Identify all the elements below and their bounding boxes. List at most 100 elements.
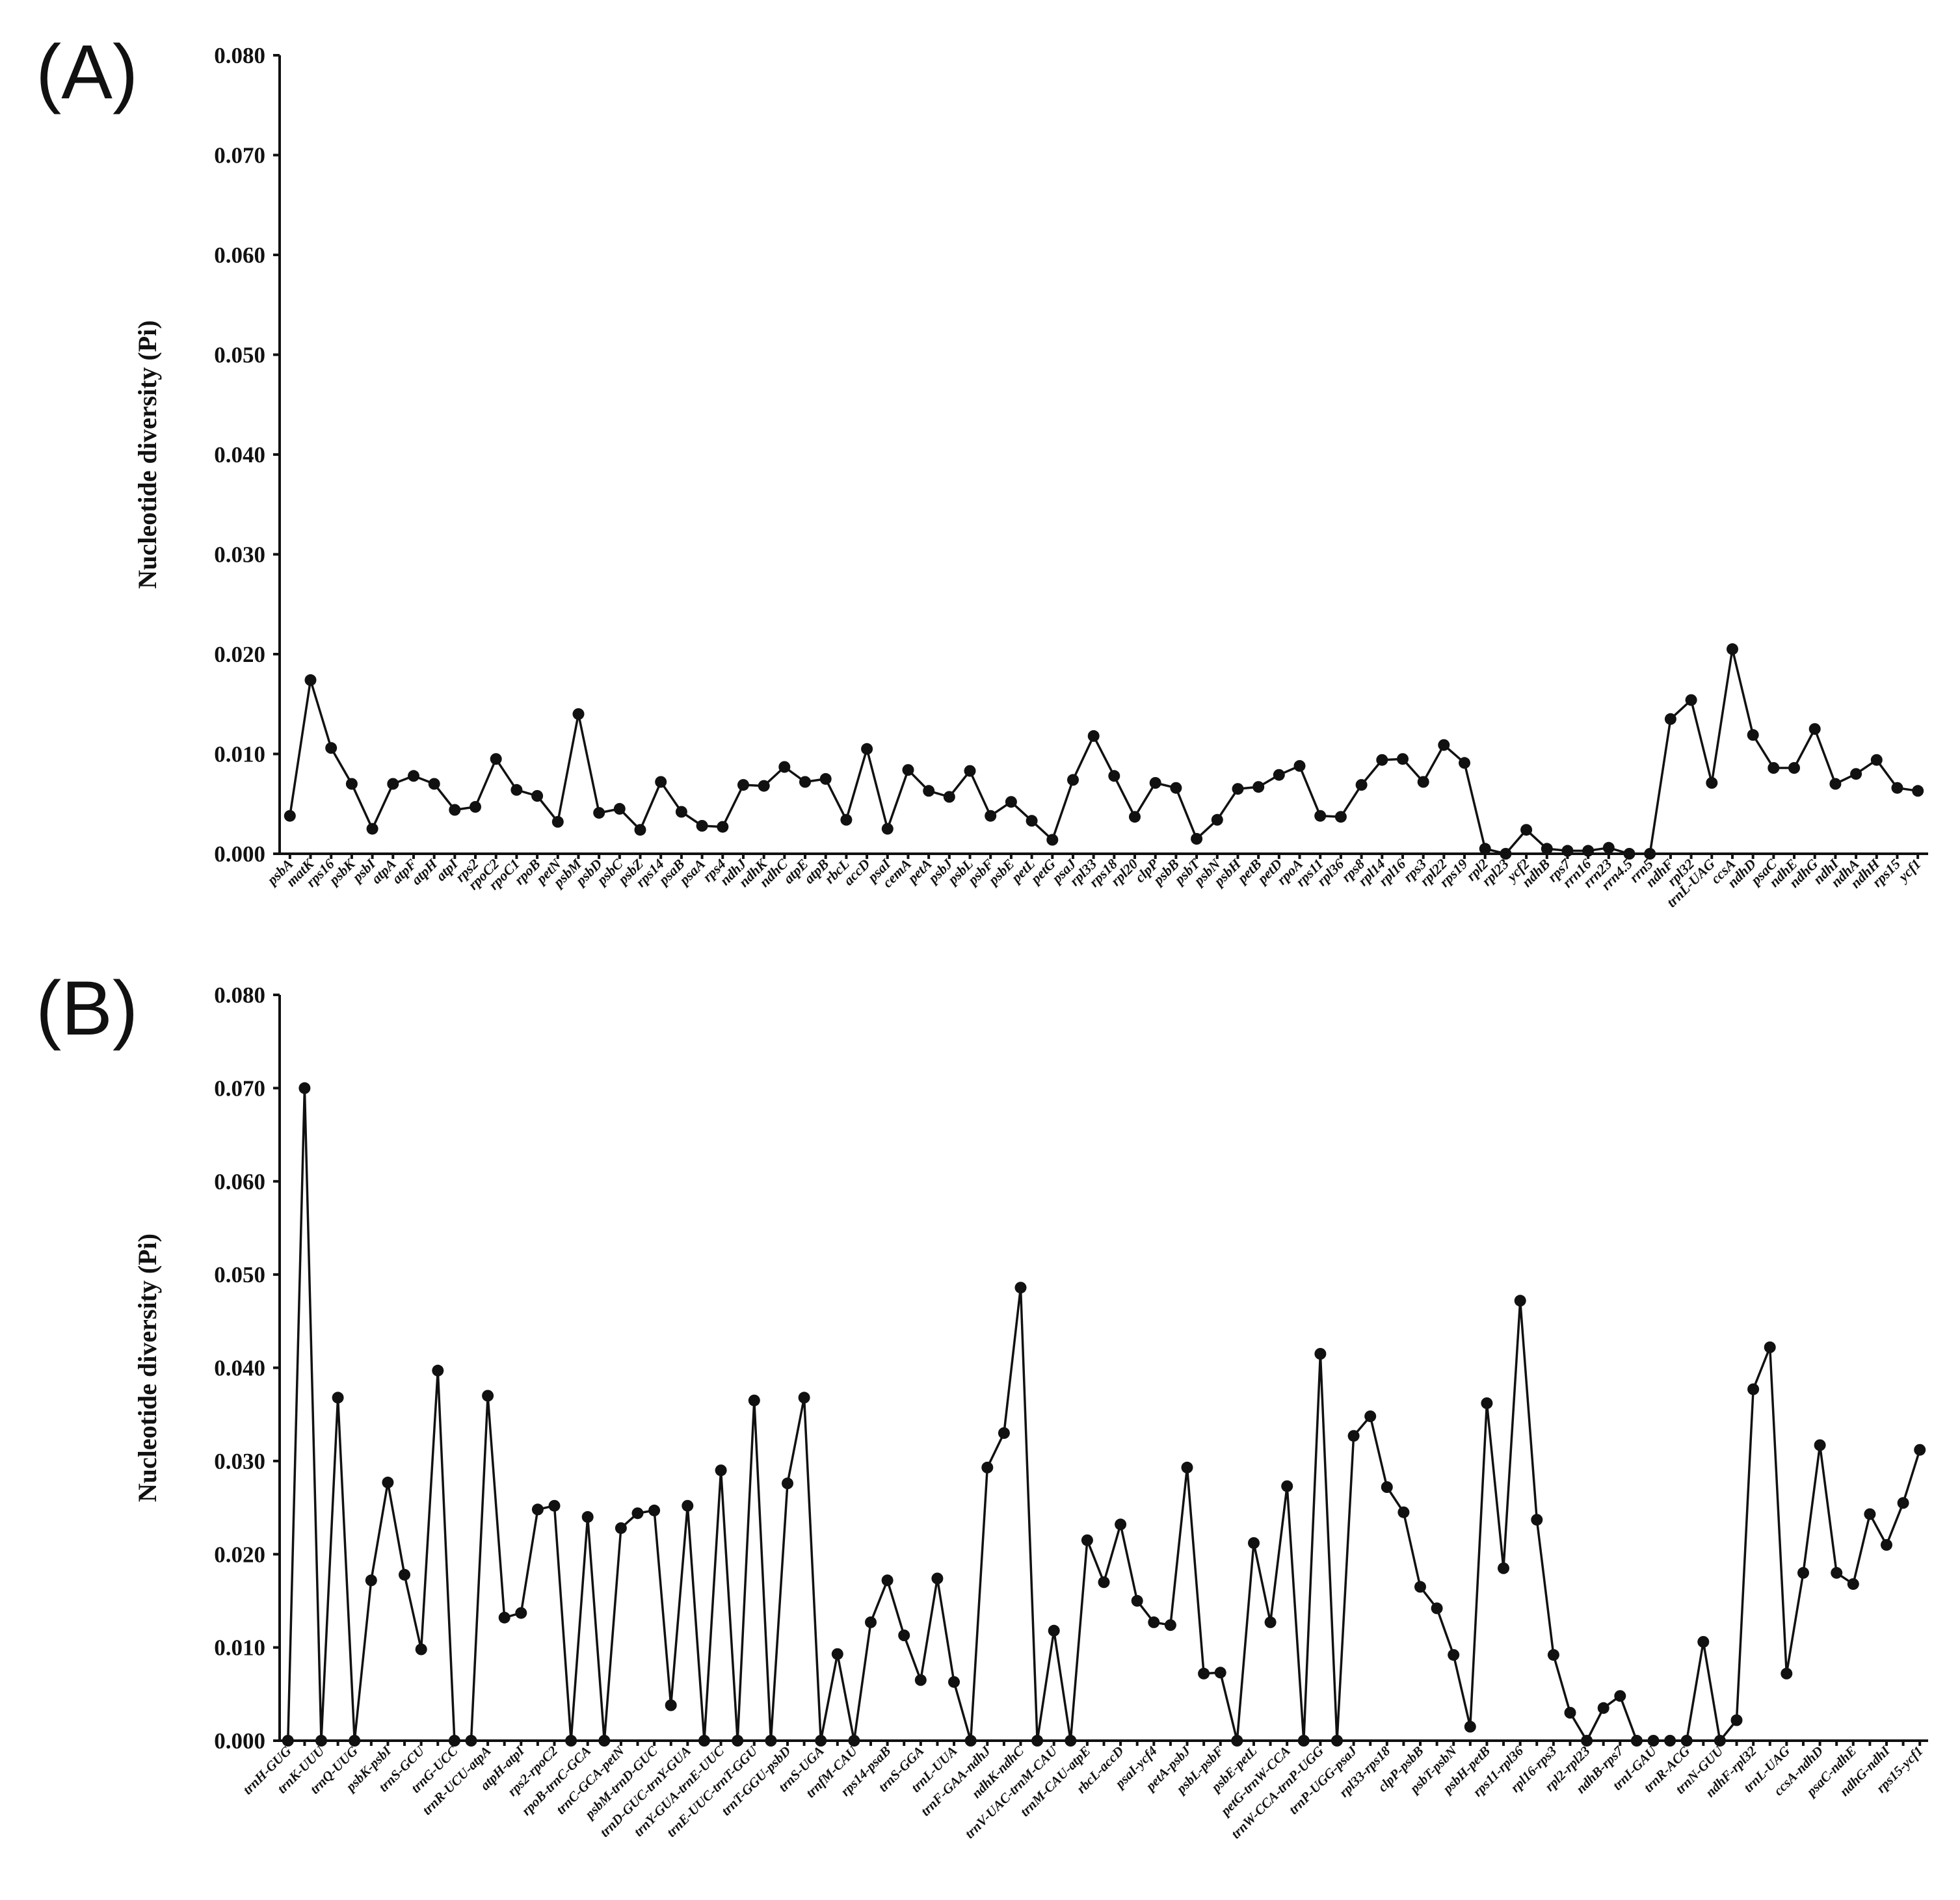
data-point xyxy=(1108,770,1120,782)
data-point xyxy=(1847,1578,1859,1590)
data-point xyxy=(1897,1497,1909,1509)
y-tick-label: 0.070 xyxy=(214,1075,265,1101)
data-point xyxy=(1479,843,1491,855)
data-point xyxy=(923,785,935,797)
data-point xyxy=(415,1643,427,1656)
data-point xyxy=(1149,777,1161,789)
panel-label-b: (B) xyxy=(36,966,139,1051)
data-point xyxy=(1781,1667,1793,1680)
data-point xyxy=(1314,810,1327,822)
data-point xyxy=(593,807,605,819)
data-point xyxy=(490,753,502,765)
y-tick-label: 0.020 xyxy=(214,642,265,667)
data-point xyxy=(548,1499,561,1512)
data-point xyxy=(1397,753,1409,765)
data-point xyxy=(565,1735,577,1747)
data-point xyxy=(1087,730,1100,742)
data-point xyxy=(1264,1616,1277,1628)
data-point xyxy=(1680,1735,1693,1747)
data-point xyxy=(1647,1735,1660,1747)
data-point xyxy=(943,791,955,803)
y-tick-label: 0.080 xyxy=(214,983,265,1008)
data-point xyxy=(1912,785,1924,797)
data-point xyxy=(1191,833,1203,845)
data-point xyxy=(1364,1410,1377,1423)
data-point xyxy=(1814,1439,1826,1451)
data-point xyxy=(1891,782,1903,794)
data-point xyxy=(1630,1735,1643,1747)
data-point xyxy=(408,770,419,782)
data-point xyxy=(1623,848,1636,860)
y-tick-label: 0.060 xyxy=(214,243,265,268)
data-point xyxy=(1331,1735,1343,1747)
y-tick-label: 0.050 xyxy=(214,343,265,368)
data-point xyxy=(964,765,976,777)
data-point xyxy=(515,1607,527,1619)
y-tick-label: 0.020 xyxy=(214,1542,265,1567)
data-point xyxy=(1181,1461,1193,1473)
data-point xyxy=(1248,1537,1260,1549)
data-point xyxy=(815,1735,827,1747)
data-point xyxy=(1747,1383,1760,1395)
data-point xyxy=(365,1574,377,1587)
data-point xyxy=(325,742,338,754)
data-point xyxy=(778,761,791,773)
data-point xyxy=(1614,1690,1626,1702)
data-point xyxy=(1252,781,1265,793)
data-point xyxy=(1232,783,1244,795)
x-tick-label: ycf1 xyxy=(1894,856,1924,886)
data-point xyxy=(1417,776,1429,788)
data-point xyxy=(1881,1538,1892,1551)
series-line xyxy=(287,1087,1921,1742)
data-point xyxy=(1464,1721,1476,1733)
data-point xyxy=(613,802,626,815)
data-point xyxy=(865,1616,877,1628)
data-point xyxy=(465,1735,477,1747)
data-point xyxy=(715,1464,727,1477)
panel-label-a: (A) xyxy=(36,29,139,115)
data-point xyxy=(428,778,440,790)
y-axis-label: Nucleotide diversity (Pi) xyxy=(133,1234,162,1502)
data-point xyxy=(648,1504,661,1516)
data-point xyxy=(655,776,667,788)
data-point xyxy=(1747,729,1759,741)
data-point xyxy=(1376,754,1388,766)
data-point xyxy=(1582,845,1595,857)
data-point xyxy=(510,784,523,796)
data-point xyxy=(399,1568,410,1581)
data-point xyxy=(345,778,358,790)
data-point xyxy=(298,1082,311,1094)
data-point xyxy=(981,1461,994,1473)
data-point xyxy=(914,1674,927,1686)
data-point xyxy=(366,823,378,835)
y-tick-label: 0.080 xyxy=(214,43,265,68)
data-point xyxy=(1864,1508,1876,1520)
panel-a-chart: 0.000 0.010 0.020 0.030 0.040 0.050 0.060 0.070… xyxy=(133,43,1928,910)
data-point xyxy=(782,1477,793,1490)
data-point xyxy=(1808,723,1821,735)
data-point xyxy=(1347,1430,1360,1442)
data-point xyxy=(1048,1624,1060,1637)
data-point xyxy=(931,1572,944,1585)
data-point xyxy=(1514,1295,1526,1307)
data-point xyxy=(572,708,585,720)
data-point xyxy=(482,1390,494,1402)
data-point xyxy=(717,821,729,833)
y-tick-label: 0.000 xyxy=(214,841,265,867)
data-point xyxy=(1148,1616,1160,1628)
data-point xyxy=(1273,769,1285,781)
data-point xyxy=(1850,768,1862,780)
data-point xyxy=(1115,1518,1127,1531)
data-point xyxy=(1014,1282,1027,1294)
y-tick-label: 0.040 xyxy=(214,1356,265,1381)
data-point xyxy=(1459,757,1470,769)
data-point xyxy=(1727,643,1738,655)
data-point xyxy=(1831,1566,1843,1579)
data-point xyxy=(615,1522,627,1535)
data-point xyxy=(840,813,853,826)
data-point xyxy=(315,1735,327,1747)
data-point xyxy=(1414,1581,1426,1593)
data-point xyxy=(432,1364,444,1377)
data-point xyxy=(675,806,687,818)
data-point xyxy=(498,1611,510,1624)
